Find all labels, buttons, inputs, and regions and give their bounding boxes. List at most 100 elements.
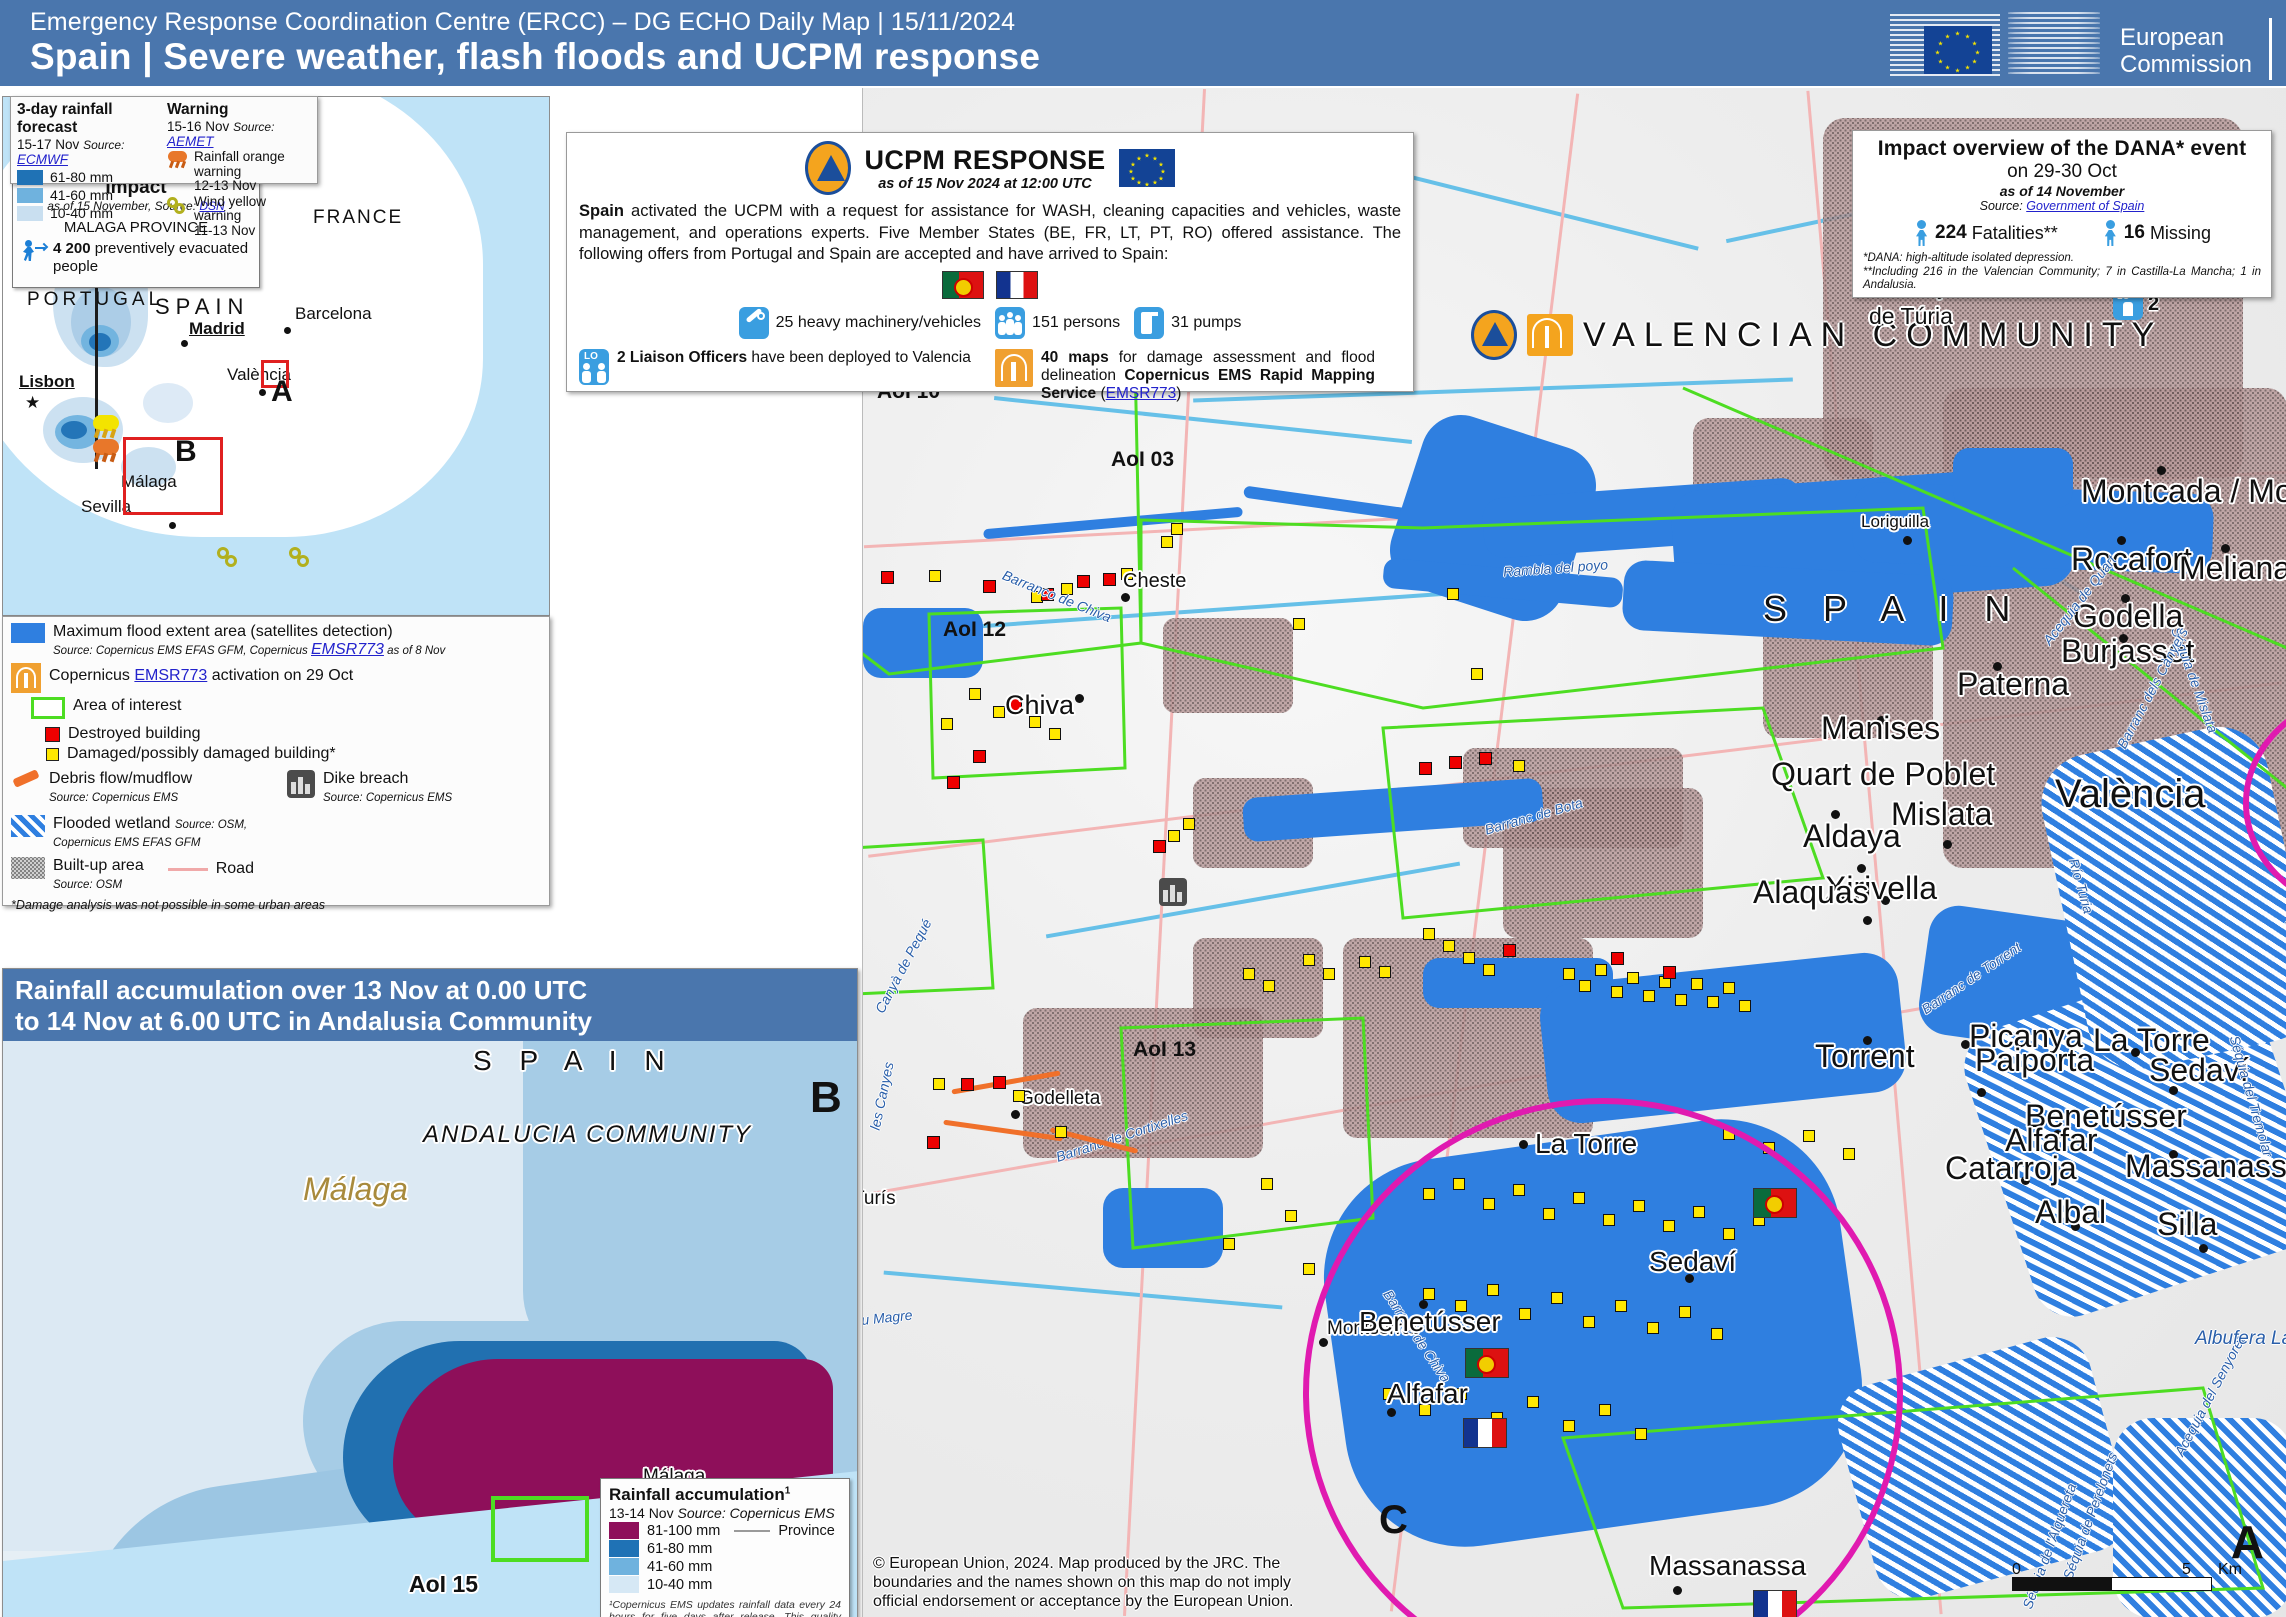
government-of-spain-link[interactable]: Government of Spain — [2026, 199, 2145, 213]
impact-evacuated-row: 4 200 preventively evacuated people — [21, 240, 251, 276]
damaged-building-marker[interactable] — [1049, 728, 1061, 740]
legend-source: Source: Copernicus EMS EFAS GFM, Coperni… — [53, 645, 311, 657]
destroyed-building-marker[interactable] — [881, 571, 894, 584]
inset-label-sedavi: Sedaví — [1649, 1246, 1737, 1277]
forecast-blob — [61, 421, 87, 439]
destroyed-building-marker[interactable] — [947, 776, 960, 789]
swatch-81-100 — [609, 1522, 639, 1539]
urban-area-chiva — [1163, 618, 1293, 713]
damaged-building-marker[interactable] — [1171, 523, 1183, 535]
rain-legend-superscript: 1 — [784, 1485, 791, 1497]
destroyed-building-marker[interactable] — [1419, 762, 1432, 775]
damaged-building-marker[interactable] — [1183, 818, 1195, 830]
legend-label: Road — [215, 860, 254, 877]
wind-yellow-icon — [217, 547, 243, 571]
city-label-aldaya: Aldaya — [1803, 818, 1901, 854]
damaged-building-marker[interactable] — [993, 706, 1005, 718]
fatalities-value: 224 — [1935, 222, 1967, 243]
damaged-building-marker[interactable] — [1168, 830, 1180, 842]
city-dot-catarroja — [2021, 1176, 2030, 1185]
damaged-building-marker[interactable] — [1513, 760, 1525, 772]
aoi-box-b[interactable] — [123, 437, 223, 515]
damaged-building-marker[interactable] — [1293, 618, 1305, 630]
ucpm-response-panel: UCPM RESPONSE as of 15 Nov 2024 at 12:00… — [566, 132, 1414, 402]
destroyed-building-marker[interactable] — [973, 750, 986, 763]
forecast-blob — [143, 383, 193, 423]
damaged-building-marker[interactable] — [1029, 716, 1041, 728]
legend-label: Dike breach — [323, 770, 409, 787]
damaged-building-marker[interactable] — [1013, 1090, 1025, 1102]
destroyed-building-marker[interactable] — [1103, 573, 1116, 586]
legend-source: Source: OSM, — [174, 819, 248, 831]
portugal-flag-benetusser — [1465, 1348, 1509, 1378]
ucpm-item-machinery: 25 heavy machinery/vehicles — [738, 306, 981, 339]
damaged-building-marker[interactable] — [1447, 588, 1459, 600]
swatch-10-40 — [17, 205, 43, 221]
damaged-building-marker[interactable] — [1471, 668, 1483, 680]
aoi-box-a[interactable] — [261, 360, 289, 388]
aoi-15-outline[interactable] — [491, 1496, 589, 1562]
warning-date: 12-13 Nov — [194, 178, 257, 193]
city-dot-albal — [2071, 1222, 2080, 1231]
aoi03-badge-count: 2 — [2148, 292, 2160, 315]
city-label-manises: Manises — [1821, 710, 1941, 746]
destroyed-building-marker[interactable] — [1449, 756, 1462, 769]
city-label-mislata: Mislata — [1891, 796, 1993, 832]
page-title: Spain | Severe weather, flash floods and… — [30, 36, 1041, 77]
legend-item-area-of-interest: Area of interest — [11, 697, 541, 719]
dike-breach-marker[interactable] — [1159, 878, 1187, 906]
damaged-building-marker[interactable] — [1223, 1238, 1235, 1250]
damaged-building-marker[interactable] — [969, 688, 981, 700]
damaged-building-marker[interactable] — [1061, 583, 1073, 595]
destroyed-building-marker[interactable] — [1479, 752, 1492, 765]
dsn-link[interactable]: DSN — [199, 199, 225, 213]
ucpm-bottom-row: LO 2 Liaison Officers have been deployed… — [579, 348, 1401, 403]
destroyed-building-marker[interactable] — [983, 580, 996, 593]
scale-unit: Km — [2218, 1561, 2242, 1578]
warning-date: 11-13 Nov — [194, 222, 256, 238]
ucpm-liaison-officers: LO 2 Liaison Officers have been deployed… — [579, 348, 979, 403]
damaged-building-marker[interactable] — [1261, 1178, 1273, 1190]
city-dot-meliana — [2221, 544, 2230, 553]
destroyed-building-marker[interactable] — [961, 1078, 974, 1091]
destroyed-building-marker[interactable] — [1041, 588, 1054, 601]
ecmwf-link[interactable]: ECMWF — [17, 152, 68, 167]
inset-label-massanassa: Massanassa — [1649, 1550, 1807, 1581]
emsr773-maps-link[interactable]: EMSR773 — [1105, 384, 1177, 402]
damaged-building-marker[interactable] — [933, 1078, 945, 1090]
destroyed-building-marker[interactable] — [1009, 698, 1022, 711]
copernicus-ems-icon — [11, 663, 41, 693]
damaged-building-marker[interactable] — [1285, 1210, 1297, 1222]
ucpm-logo-icon — [1471, 310, 1517, 360]
damaged-building-marker[interactable] — [1303, 1263, 1315, 1275]
damaged-building-marker[interactable] — [1161, 536, 1173, 548]
ec-logo-line1: European — [2120, 24, 2225, 51]
damaged-building-marker[interactable] — [941, 718, 953, 730]
city-dot-picanya — [1961, 1040, 1970, 1049]
city-label-montcada: Montcada / Moncada — [2081, 473, 2286, 509]
legend-row-debris-dike: Debris flow/mudflow Source: Copernicus E… — [11, 769, 541, 808]
rain-legend-row: 41-60 mm — [609, 1558, 841, 1575]
damaged-building-marker[interactable] — [1121, 568, 1133, 580]
destroyed-building-marker[interactable] — [1153, 840, 1166, 853]
city-label-rocafort: Rocafort — [2071, 541, 2192, 577]
emsr773-activation-link[interactable]: EMSR773 — [134, 667, 208, 684]
impact-stat-fatalities: 224 Fatalities** — [1913, 220, 2058, 246]
city-dot-massanassa — [2169, 1150, 2178, 1159]
legend-item-debris-flow: Debris flow/mudflow Source: Copernicus E… — [11, 769, 271, 806]
main-map-scalebar: 0 5 Km — [2012, 1561, 2262, 1591]
destroyed-building-marker[interactable] — [993, 1076, 1006, 1089]
flooded-wetland-swatch — [11, 815, 45, 837]
wind-yellow-icon — [289, 547, 315, 571]
legend-footnote: *Damage analysis was not possible in som… — [11, 898, 326, 912]
missing-label: Missing — [2149, 222, 2211, 243]
warning-legend-subtitle: 15-16 Nov Source: AEMET — [167, 119, 311, 149]
warning-row-wind: Wind yellow warning 11-13 Nov — [167, 194, 311, 239]
aemet-link[interactable]: AEMET — [167, 134, 214, 149]
damaged-building-marker[interactable] — [1055, 1126, 1067, 1138]
andalusia-label-spain: S P A I N — [473, 1045, 675, 1076]
destroyed-building-marker[interactable] — [1077, 575, 1090, 588]
damaged-building-marker[interactable] — [929, 570, 941, 582]
destroyed-building-marker[interactable] — [927, 1136, 940, 1149]
emsr773-link[interactable]: EMSR773 — [311, 641, 384, 658]
